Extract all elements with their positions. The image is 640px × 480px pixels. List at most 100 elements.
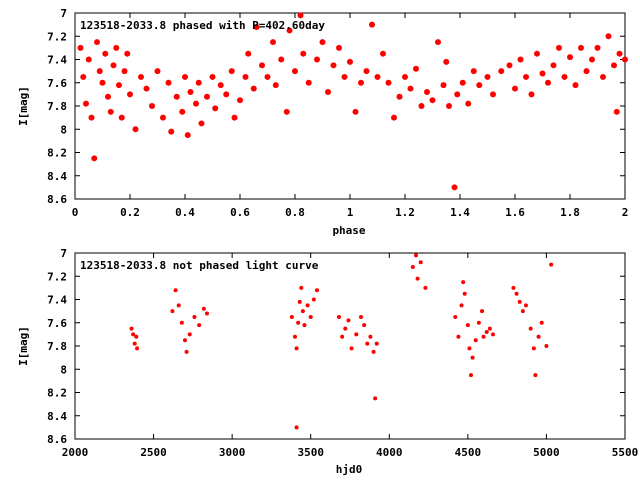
data-point <box>209 73 216 80</box>
data-point <box>168 128 175 135</box>
data-point <box>385 79 392 86</box>
data-point <box>402 73 408 80</box>
data-point <box>462 291 467 296</box>
data-point <box>534 50 540 57</box>
x-tick-label: 0.2 <box>120 206 140 219</box>
x-tick-label: 4000 <box>376 446 403 459</box>
data-point <box>270 39 276 46</box>
data-point <box>102 50 109 57</box>
data-point <box>132 126 139 133</box>
data-point <box>358 79 364 86</box>
data-point <box>197 323 202 328</box>
data-point <box>341 73 348 80</box>
data-point <box>264 73 271 80</box>
data-point <box>294 425 299 430</box>
y-tick-label: 8.2 <box>47 147 67 160</box>
data-point <box>193 100 199 107</box>
data-point <box>143 85 150 92</box>
data-point <box>536 334 541 339</box>
data-point <box>476 320 481 325</box>
data-point <box>365 341 370 346</box>
data-point <box>315 288 319 293</box>
data-point <box>528 91 535 98</box>
data-point <box>83 100 89 107</box>
data-point <box>349 346 354 351</box>
data-point <box>611 62 617 69</box>
data-point <box>520 309 525 314</box>
y-tick-label: 7.4 <box>47 54 67 67</box>
data-point <box>340 334 345 339</box>
data-point <box>517 56 524 63</box>
data-point <box>292 68 298 75</box>
y-tick-label: 8 <box>60 363 67 376</box>
data-point <box>296 320 301 325</box>
data-point <box>286 27 293 34</box>
data-point <box>465 100 472 107</box>
y-tick-label: 7 <box>60 7 67 20</box>
data-points <box>129 253 554 430</box>
data-point <box>293 334 297 339</box>
data-point <box>121 68 128 75</box>
data-point <box>195 79 202 86</box>
data-point <box>583 68 590 75</box>
y-tick-label: 8.4 <box>47 170 67 183</box>
data-point <box>129 326 134 331</box>
data-point <box>237 97 243 104</box>
data-point <box>187 332 192 337</box>
data-point <box>470 68 477 75</box>
data-point <box>94 39 100 46</box>
data-point <box>118 114 125 121</box>
data-point <box>465 323 470 328</box>
data-point <box>330 62 337 69</box>
x-tick-label: 1.4 <box>450 206 470 219</box>
data-point <box>305 303 310 308</box>
data-point <box>212 105 219 112</box>
y-tick-label: 7.4 <box>47 294 67 307</box>
data-point <box>561 73 568 80</box>
data-point <box>429 97 436 104</box>
data-point <box>362 323 367 328</box>
data-point <box>154 68 161 75</box>
data-point <box>456 334 461 339</box>
plot-frame <box>74 12 626 200</box>
data-point <box>283 108 290 115</box>
data-point <box>594 44 601 51</box>
data-point <box>105 93 111 100</box>
data-point <box>305 79 312 86</box>
data-point <box>512 85 518 92</box>
x-tick-label: 5000 <box>533 446 560 459</box>
x-tick-label: 3000 <box>219 446 246 459</box>
data-point <box>487 326 492 331</box>
data-point <box>259 62 265 69</box>
data-point <box>135 346 140 351</box>
data-point <box>549 262 554 267</box>
data-point <box>374 73 381 80</box>
data-point <box>589 56 595 63</box>
data-point <box>424 89 430 96</box>
data-point <box>459 79 466 86</box>
data-point <box>302 323 307 328</box>
data-points <box>77 12 628 191</box>
data-point <box>176 303 181 308</box>
data-point <box>325 89 331 96</box>
data-point <box>616 50 623 57</box>
data-point <box>272 82 279 89</box>
data-point <box>363 68 370 75</box>
data-point <box>184 349 189 354</box>
data-point <box>523 73 529 80</box>
data-point <box>550 62 557 69</box>
data-point <box>179 320 184 325</box>
data-point <box>524 303 528 308</box>
x-tick-label: 2000 <box>62 446 89 459</box>
data-point <box>459 303 464 308</box>
data-point <box>490 91 496 98</box>
data-point <box>506 62 513 69</box>
chart-title: 123518-2033.8 phased with P=402.60day <box>80 19 325 32</box>
data-point <box>374 341 379 346</box>
data-point <box>567 54 573 61</box>
data-point <box>539 70 546 77</box>
data-point <box>369 21 375 28</box>
data-point <box>319 39 326 46</box>
y-axis-label: I[mag] <box>17 86 30 126</box>
